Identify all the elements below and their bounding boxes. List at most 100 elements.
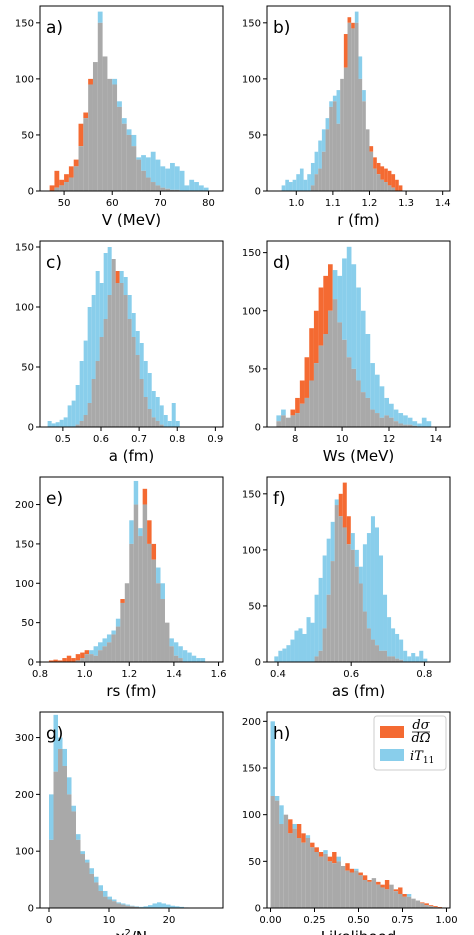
bar-it11 xyxy=(398,413,404,424)
chart-panel-8: 0 50 100 150 200 0.00 0.25 0.50 0.75 1.00 Likeliho… xyxy=(242,711,458,935)
plot-frame xyxy=(266,476,451,663)
bar-overlap xyxy=(399,659,404,662)
bar-dsigma xyxy=(380,166,385,180)
bar-it11 xyxy=(358,56,363,79)
bar-dsigma xyxy=(318,852,324,857)
bar-dsigma xyxy=(71,658,76,662)
bar-it11 xyxy=(155,159,161,186)
bar-it11 xyxy=(160,583,165,600)
bar-it11 xyxy=(75,385,80,425)
bar-overlap xyxy=(362,101,366,191)
bar-it11 xyxy=(116,902,121,904)
bar-it11 xyxy=(145,157,151,178)
bar-overlap xyxy=(111,634,116,662)
bar-overlap xyxy=(321,151,326,191)
bar-it11 xyxy=(415,656,420,662)
bar-it11 xyxy=(299,168,304,191)
bar-it11 xyxy=(126,129,132,135)
bar-overlap xyxy=(125,905,130,908)
bar-dsigma xyxy=(304,357,310,398)
x-tick-label: 1.0 xyxy=(288,198,304,209)
bar-overlap xyxy=(91,379,96,427)
x-tick-label: 80 xyxy=(202,198,215,209)
bar-it11 xyxy=(274,796,280,801)
bar-dsigma xyxy=(384,168,388,183)
bar-dsigma xyxy=(391,174,396,188)
bar-it11 xyxy=(167,421,172,427)
bar-overlap xyxy=(136,159,142,191)
bar-overlap xyxy=(367,881,372,908)
bar-it11 xyxy=(163,415,168,427)
bar-overlap xyxy=(156,583,161,662)
bar-it11 xyxy=(322,555,327,629)
bar-overlap xyxy=(170,189,175,191)
bar-it11 xyxy=(107,896,112,900)
bar-it11 xyxy=(155,397,160,421)
bar-it11 xyxy=(133,480,139,505)
bar-it11 xyxy=(94,876,99,883)
plot-frame xyxy=(39,5,224,192)
bar-overlap xyxy=(354,22,359,192)
bar-it11 xyxy=(71,400,76,427)
bar-overlap xyxy=(173,655,179,662)
bar-overlap xyxy=(64,182,69,191)
bar-it11 xyxy=(151,391,156,418)
y-tick-label: 150 xyxy=(242,248,261,259)
bar-it11 xyxy=(148,905,153,908)
bar-overlap xyxy=(98,890,103,908)
bar-it11 xyxy=(379,386,385,418)
bar-it11 xyxy=(306,617,311,662)
bar-overlap xyxy=(147,543,152,662)
bar-it11 xyxy=(374,374,380,414)
bar-it11 xyxy=(141,155,146,171)
bar-it11 xyxy=(103,890,108,897)
bar-it11 xyxy=(387,617,392,657)
bar-overlap xyxy=(351,28,355,192)
bar-overlap xyxy=(290,415,296,427)
y-tick-label: 100 xyxy=(242,306,261,317)
bar-overlap xyxy=(120,602,125,662)
x-tick-label: 8 xyxy=(292,434,298,445)
bar-dsigma xyxy=(66,655,72,662)
bar-dsigma xyxy=(346,516,351,545)
bar-it11 xyxy=(314,151,319,175)
bar-it11 xyxy=(165,168,171,189)
bar-dsigma xyxy=(343,34,348,68)
y-tick-label: 100 xyxy=(242,74,261,85)
bar-overlap xyxy=(310,847,315,908)
bar-dsigma xyxy=(59,179,65,186)
x-tick-label: 0.50 xyxy=(347,915,369,926)
bar-overlap xyxy=(327,861,333,908)
bar-it11 xyxy=(156,567,161,584)
bar-overlap xyxy=(343,67,348,191)
bar-it11 xyxy=(366,533,371,629)
bar-overlap xyxy=(387,656,392,662)
bar-dsigma xyxy=(338,493,343,517)
x-tick-label: 14 xyxy=(430,434,443,445)
bar-it11 xyxy=(138,528,143,537)
bar-it11 xyxy=(160,166,166,188)
bar-overlap xyxy=(365,129,370,191)
bar-overlap xyxy=(73,166,79,191)
bar-overlap xyxy=(387,185,392,191)
bar-it11 xyxy=(411,653,416,662)
bar-it11 xyxy=(321,129,326,152)
bar-overlap xyxy=(121,123,127,191)
bar-it11 xyxy=(362,90,366,102)
bar-dsigma xyxy=(398,887,403,894)
bar-overlap xyxy=(369,151,374,191)
bar-overlap xyxy=(281,415,286,427)
bar-dsigma xyxy=(115,271,120,283)
y-tick-label: 150 xyxy=(242,764,261,775)
bar-it11 xyxy=(292,179,297,191)
x-axis-label: a (fm) xyxy=(109,447,155,465)
bar-overlap xyxy=(117,106,122,191)
bar-it11 xyxy=(329,101,333,107)
bar-it11 xyxy=(89,868,94,874)
y-tick-label: 150 xyxy=(15,243,34,254)
bar-it11 xyxy=(198,185,204,191)
bar-it11 xyxy=(159,405,164,425)
bar-overlap xyxy=(365,397,371,427)
